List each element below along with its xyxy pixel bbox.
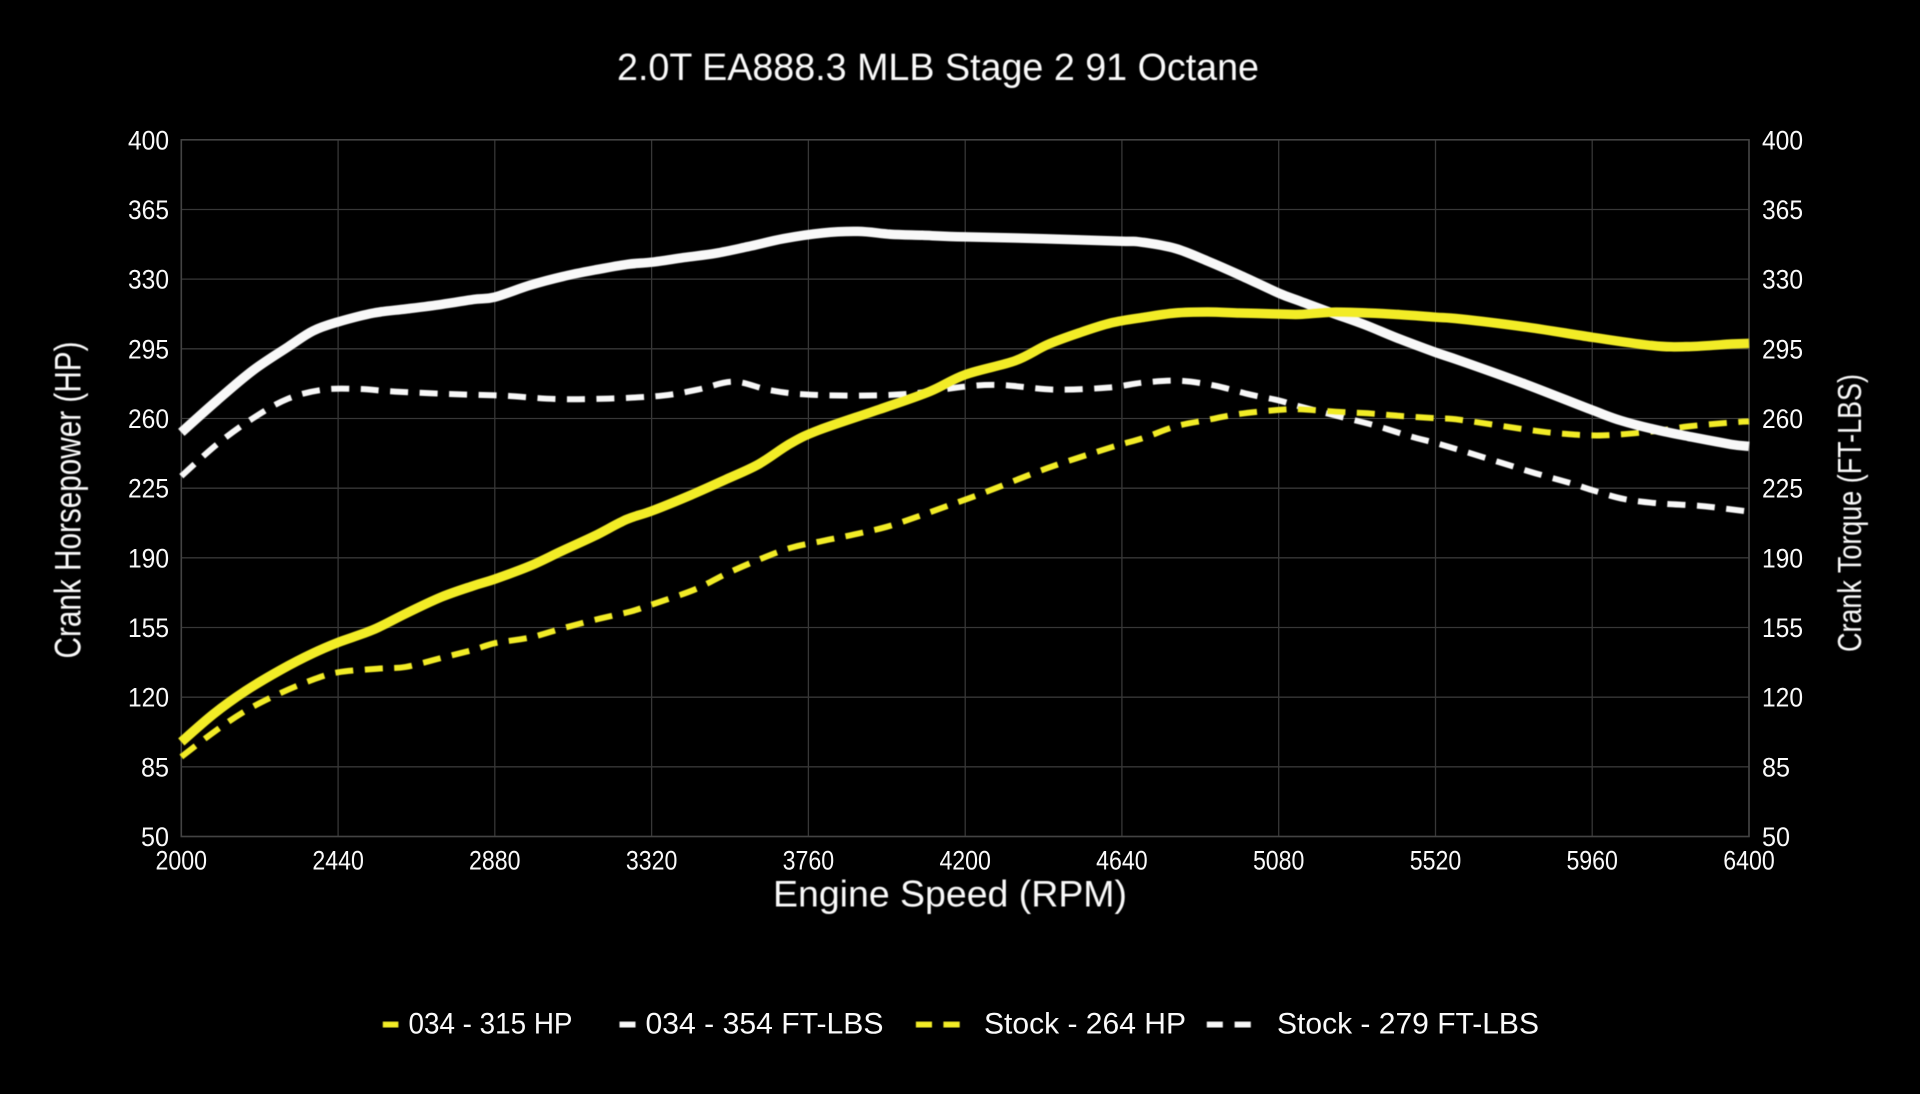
- svg-text:295: 295: [128, 334, 169, 364]
- svg-text:330: 330: [128, 265, 169, 295]
- svg-text:85: 85: [1762, 752, 1790, 782]
- svg-text:3320: 3320: [626, 846, 678, 876]
- svg-text:365: 365: [128, 195, 169, 225]
- svg-text:Crank Torque (FT-LBS): Crank Torque (FT-LBS): [1831, 374, 1868, 652]
- svg-text:85: 85: [141, 752, 169, 782]
- svg-text:225: 225: [128, 474, 169, 504]
- svg-text:2880: 2880: [469, 846, 521, 876]
- svg-text:120: 120: [1762, 683, 1803, 713]
- svg-text:4200: 4200: [939, 846, 991, 876]
- svg-text:034 - 315 HP: 034 - 315 HP: [409, 1008, 573, 1041]
- svg-text:Engine Speed (RPM): Engine Speed (RPM): [773, 873, 1127, 915]
- svg-text:260: 260: [1762, 404, 1803, 434]
- svg-text:155: 155: [1762, 613, 1803, 643]
- svg-text:155: 155: [128, 613, 169, 643]
- svg-text:50: 50: [141, 822, 169, 852]
- svg-text:Stock - 279 FT-LBS: Stock - 279 FT-LBS: [1277, 1008, 1539, 1041]
- svg-text:034 - 354 FT-LBS: 034 - 354 FT-LBS: [646, 1008, 884, 1041]
- svg-text:Crank Horsepower (HP): Crank Horsepower (HP): [48, 342, 89, 659]
- svg-text:2440: 2440: [312, 846, 364, 876]
- svg-text:5960: 5960: [1566, 846, 1618, 876]
- svg-text:190: 190: [1762, 543, 1803, 573]
- svg-text:190: 190: [128, 543, 169, 573]
- svg-text:120: 120: [128, 683, 169, 713]
- svg-text:5520: 5520: [1410, 846, 1462, 876]
- svg-text:225: 225: [1762, 474, 1803, 504]
- svg-text:400: 400: [1762, 125, 1803, 155]
- svg-text:330: 330: [1762, 265, 1803, 295]
- svg-text:3760: 3760: [783, 846, 835, 876]
- svg-text:400: 400: [128, 125, 169, 155]
- svg-text:260: 260: [128, 404, 169, 434]
- svg-text:5080: 5080: [1253, 846, 1305, 876]
- svg-text:295: 295: [1762, 334, 1803, 364]
- svg-text:Stock - 264 HP: Stock - 264 HP: [984, 1008, 1186, 1041]
- svg-text:4640: 4640: [1096, 846, 1148, 876]
- svg-text:365: 365: [1762, 195, 1803, 225]
- svg-text:50: 50: [1762, 822, 1790, 852]
- svg-text:2.0T EA888.3 MLB Stage 2 91 Oc: 2.0T EA888.3 MLB Stage 2 91 Octane: [617, 47, 1259, 89]
- svg-text:2000: 2000: [156, 846, 208, 876]
- svg-text:6400: 6400: [1723, 846, 1775, 876]
